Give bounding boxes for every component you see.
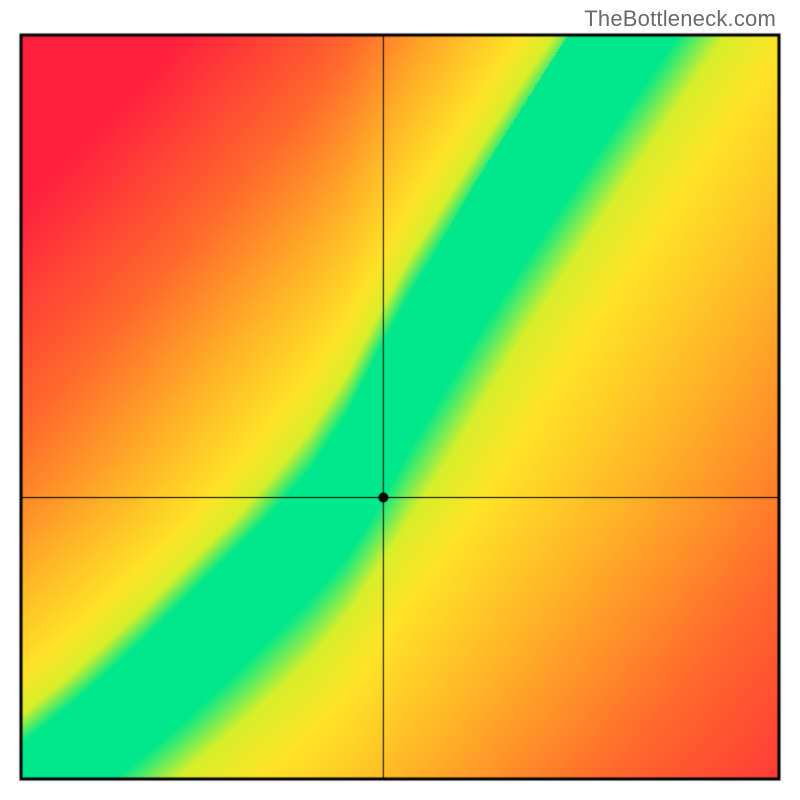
chart-container: TheBottleneck.com xyxy=(0,0,800,800)
heatmap-canvas xyxy=(0,0,800,800)
watermark-text: TheBottleneck.com xyxy=(584,6,776,32)
